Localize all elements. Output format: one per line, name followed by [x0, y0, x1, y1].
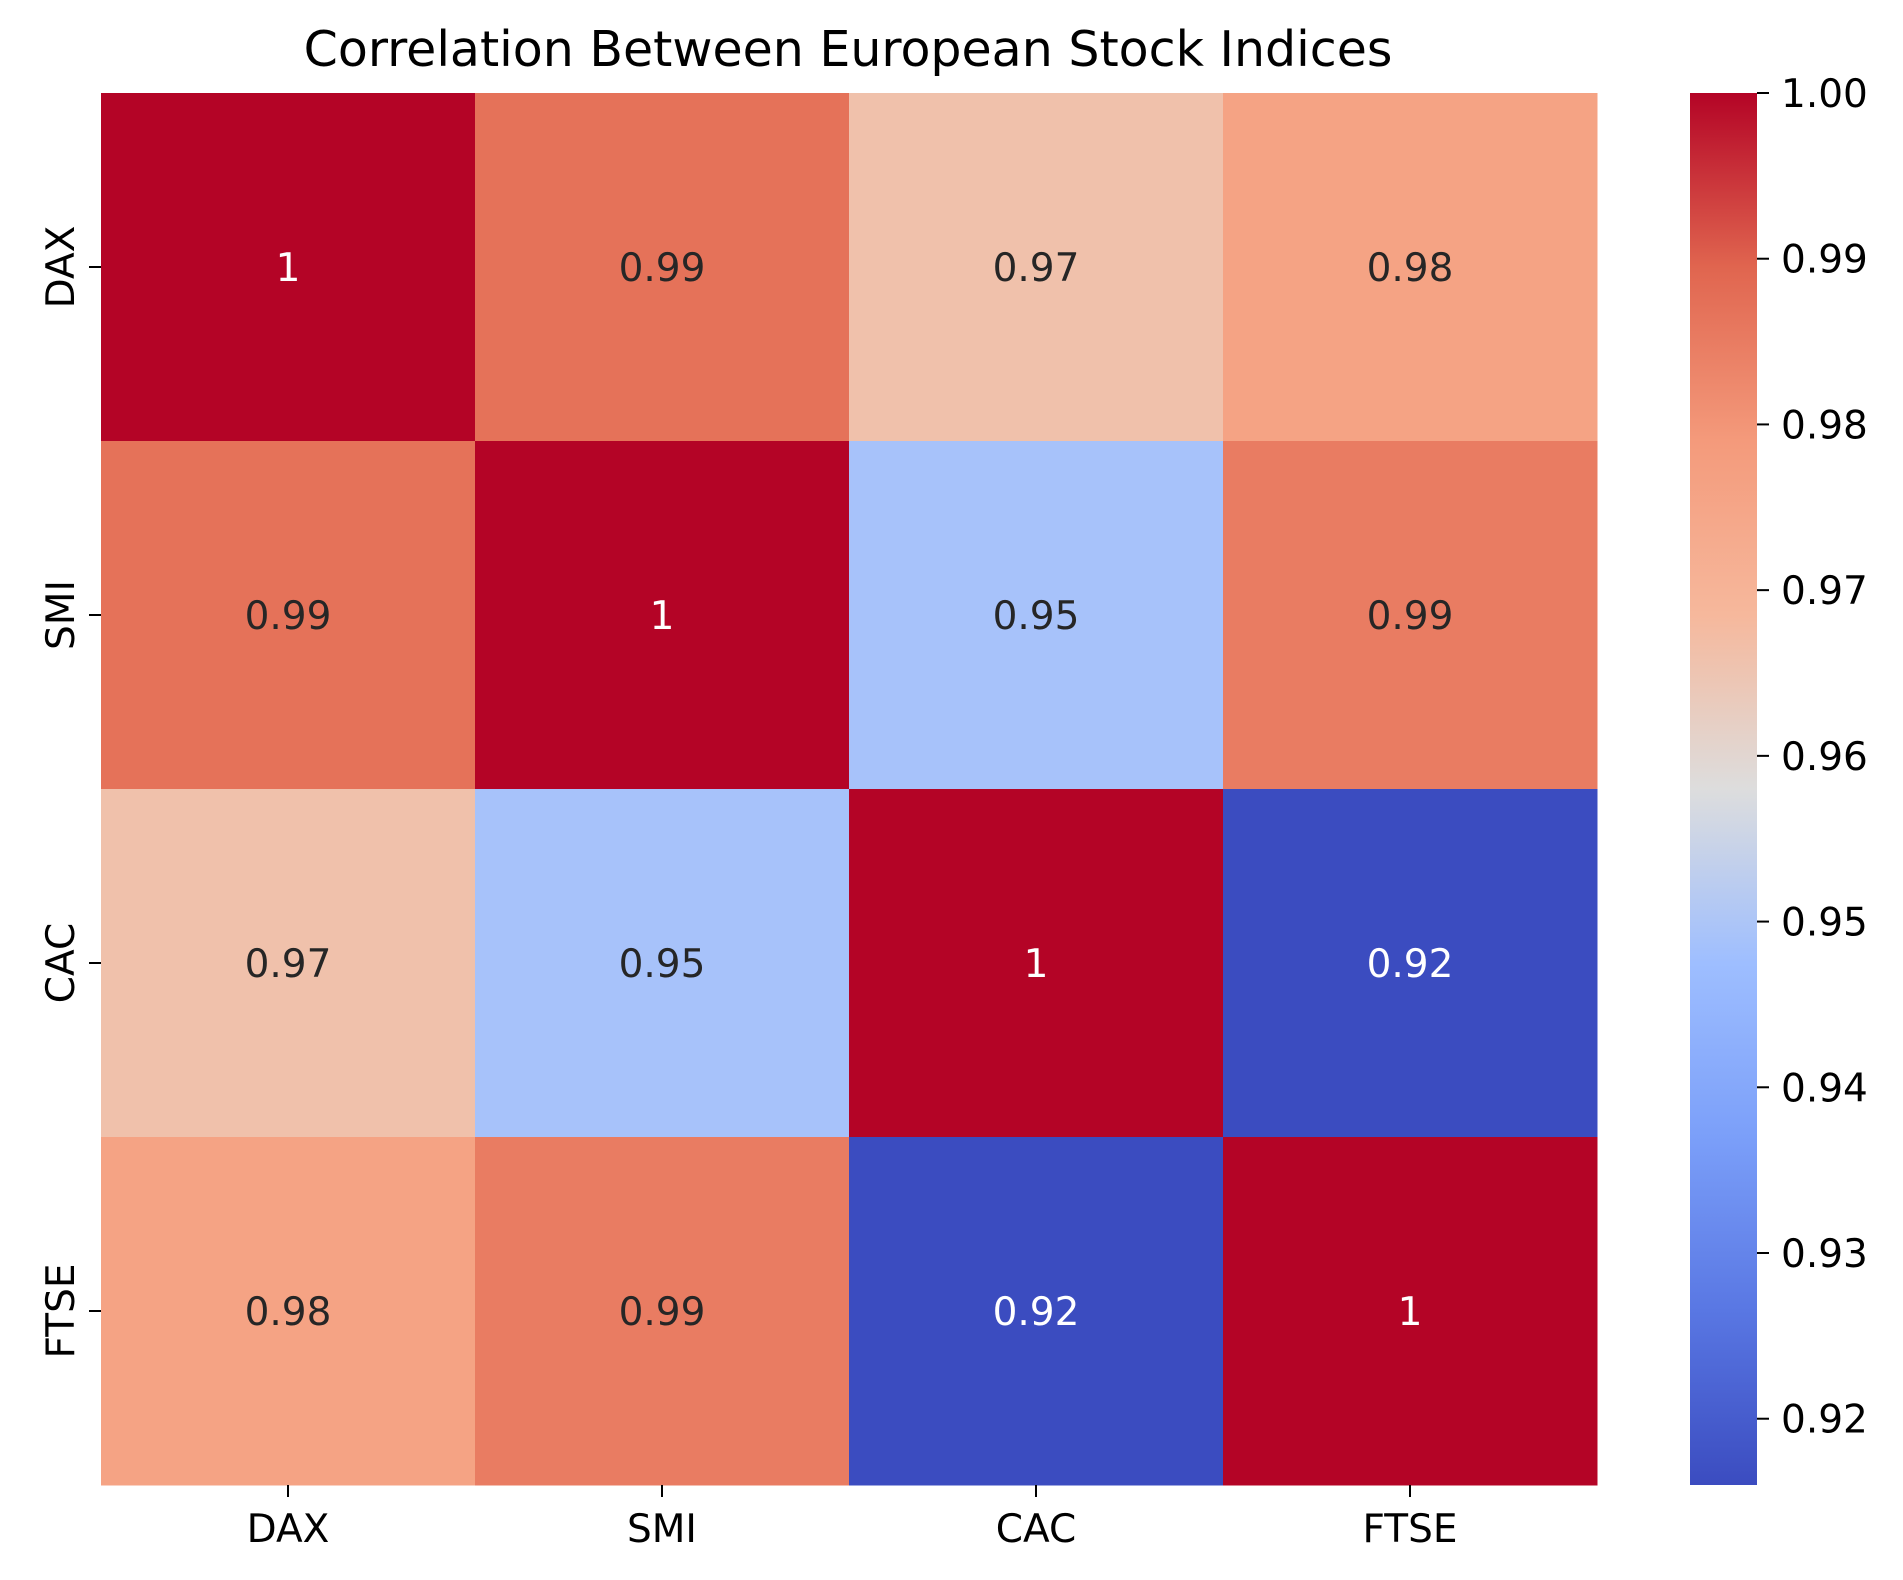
cell-value-label: 0.92	[1367, 942, 1454, 987]
heatmap-cell	[849, 789, 1224, 1138]
heatmap-cells	[101, 93, 1598, 1486]
cell-value-label: 1	[1024, 942, 1049, 987]
cell-value-label: 1	[276, 246, 301, 291]
cell-value-label: 0.97	[245, 942, 332, 987]
cell-value-label: 0.92	[993, 1290, 1080, 1335]
x-tick-label: SMI	[627, 1507, 697, 1552]
y-tick-label: FTSE	[39, 1264, 84, 1359]
heatmap-cell	[1223, 1137, 1598, 1486]
x-tick-label: FTSE	[1363, 1507, 1458, 1552]
y-tick-label: DAX	[39, 226, 84, 309]
heatmap-cell	[849, 93, 1224, 442]
y-axis: DAX SMI CAC FTSE	[39, 226, 101, 1359]
cell-annotations: 1 0.99 0.97 0.98 0.99 1 0.95 0.99 0.97 0.95 1 0.92 0…	[245, 246, 1454, 1335]
y-tick-label: SMI	[39, 580, 84, 650]
heatmap-cell	[1223, 789, 1598, 1138]
colorbar	[1690, 93, 1757, 1485]
colorbar-tick-label: 0.94	[1781, 1066, 1868, 1111]
colorbar-tick-label: 1.00	[1781, 72, 1868, 117]
colorbar-tick-label: 0.97	[1781, 569, 1868, 614]
heatmap-cell	[475, 93, 850, 442]
cell-value-label: 0.99	[619, 246, 706, 291]
heatmap-cell	[475, 789, 850, 1138]
heatmap-cell	[1223, 441, 1598, 790]
cell-value-label: 0.97	[993, 246, 1080, 291]
cell-value-label: 0.95	[993, 594, 1080, 639]
cell-value-label: 1	[650, 594, 675, 639]
heatmap-cell	[101, 789, 476, 1138]
heatmap-cell	[101, 93, 476, 442]
heatmap-cell	[101, 1137, 476, 1486]
colorbar-tick-label: 0.95	[1781, 901, 1868, 946]
colorbar-tick-label: 0.92	[1781, 1398, 1868, 1443]
colorbar-tick-label: 0.96	[1781, 735, 1868, 780]
y-tick-label: CAC	[39, 923, 84, 1003]
x-tick-label: DAX	[247, 1507, 330, 1552]
colorbar-axis: 0.92 0.93 0.94 0.95 0.96 0.97 0.98 0.99 1.00	[1757, 72, 1868, 1443]
chart-title: Correlation Between European Stock Indic…	[304, 21, 1393, 78]
heatmap-cell	[1223, 93, 1598, 442]
cell-value-label: 0.98	[245, 1290, 332, 1335]
heatmap-cell	[101, 441, 476, 790]
cell-value-label: 0.99	[245, 594, 332, 639]
cell-value-label: 0.99	[619, 1290, 706, 1335]
heatmap-cell	[475, 441, 850, 790]
x-tick-label: CAC	[996, 1507, 1076, 1552]
heatmap-cell	[849, 441, 1224, 790]
colorbar-tick-label: 0.98	[1781, 403, 1868, 448]
heatmap-cell	[475, 1137, 850, 1486]
cell-value-label: 0.98	[1367, 246, 1454, 291]
cell-value-label: 0.99	[1367, 594, 1454, 639]
cell-value-label: 1	[1398, 1290, 1423, 1335]
x-axis: DAX SMI CAC FTSE	[247, 1485, 1458, 1552]
cell-value-label: 0.95	[619, 942, 706, 987]
heatmap-cell	[849, 1137, 1224, 1486]
colorbar-tick-label: 0.99	[1781, 238, 1868, 283]
colorbar-tick-label: 0.93	[1781, 1232, 1868, 1277]
